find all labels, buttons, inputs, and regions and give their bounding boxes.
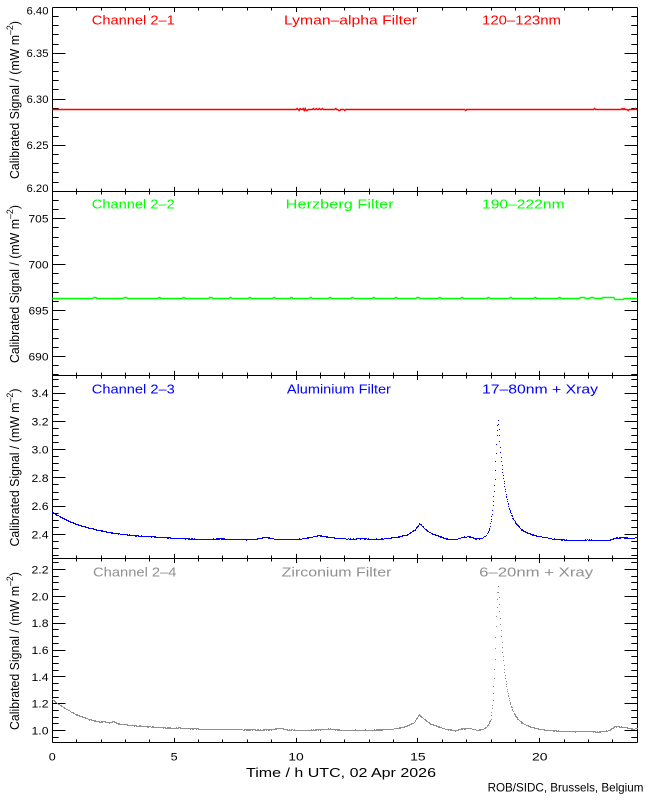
- svg-text:120–123nm: 120–123nm: [482, 14, 561, 28]
- svg-text:Calibrated Signal / (mW m–2): Calibrated Signal / (mW m–2): [5, 389, 22, 547]
- svg-text:6–20nm + Xray: 6–20nm + Xray: [479, 565, 594, 579]
- svg-text:20: 20: [532, 752, 548, 764]
- svg-text:Herzberg Filter: Herzberg Filter: [286, 198, 394, 212]
- svg-text:Calibrated Signal / (mW m–2): Calibrated Signal / (mW m–2): [5, 205, 22, 363]
- svg-text:0: 0: [49, 752, 56, 764]
- svg-text:Time / h UTC, 02 Apr 2026: Time / h UTC, 02 Apr 2026: [246, 766, 436, 780]
- svg-text:17–80nm + Xray: 17–80nm + Xray: [482, 382, 599, 396]
- svg-text:2.4: 2.4: [32, 529, 49, 541]
- svg-text:2.6: 2.6: [32, 501, 49, 513]
- svg-text:6.25: 6.25: [27, 140, 49, 152]
- svg-text:Channel 2–4: Channel 2–4: [93, 565, 177, 579]
- svg-text:3.2: 3.2: [32, 416, 49, 428]
- svg-text:690: 690: [29, 352, 49, 364]
- svg-text:3.4: 3.4: [32, 388, 49, 400]
- svg-text:Calibrated Signal / (mW m–2): Calibrated Signal / (mW m–2): [5, 21, 22, 179]
- svg-text:5: 5: [171, 752, 178, 764]
- svg-text:3.0: 3.0: [32, 445, 49, 457]
- svg-text:6.20: 6.20: [27, 183, 49, 195]
- svg-text:Zirconium Filter: Zirconium Filter: [282, 565, 392, 579]
- svg-text:2.0: 2.0: [32, 591, 49, 603]
- svg-text:190–222nm: 190–222nm: [482, 198, 565, 212]
- svg-text:Channel 2–3: Channel 2–3: [92, 382, 175, 396]
- svg-text:Calibrated Signal / (mW m–2): Calibrated Signal / (mW m–2): [5, 572, 22, 730]
- svg-text:2.8: 2.8: [32, 473, 49, 485]
- svg-text:Aluminium Filter: Aluminium Filter: [287, 382, 391, 396]
- svg-text:6.40: 6.40: [27, 6, 49, 18]
- svg-text:Lyman–alpha Filter: Lyman–alpha Filter: [284, 14, 417, 28]
- svg-text:705: 705: [29, 214, 49, 226]
- svg-text:ROB/SIDC, Brussels, Belgium: ROB/SIDC, Brussels, Belgium: [488, 781, 644, 795]
- svg-text:1.2: 1.2: [32, 699, 49, 711]
- svg-text:10: 10: [288, 752, 304, 764]
- svg-text:695: 695: [29, 306, 49, 318]
- svg-text:1.0: 1.0: [32, 726, 49, 738]
- svg-text:6.35: 6.35: [27, 48, 49, 60]
- svg-text:1.4: 1.4: [32, 672, 49, 684]
- svg-text:6.30: 6.30: [27, 94, 49, 106]
- svg-text:15: 15: [410, 752, 426, 764]
- svg-text:2.2: 2.2: [32, 564, 49, 576]
- svg-text:Channel 2–2: Channel 2–2: [92, 198, 175, 212]
- svg-text:700: 700: [29, 260, 49, 272]
- svg-text:1.6: 1.6: [32, 645, 49, 657]
- svg-text:Channel 2–1: Channel 2–1: [92, 14, 175, 28]
- svg-text:1.8: 1.8: [32, 618, 49, 630]
